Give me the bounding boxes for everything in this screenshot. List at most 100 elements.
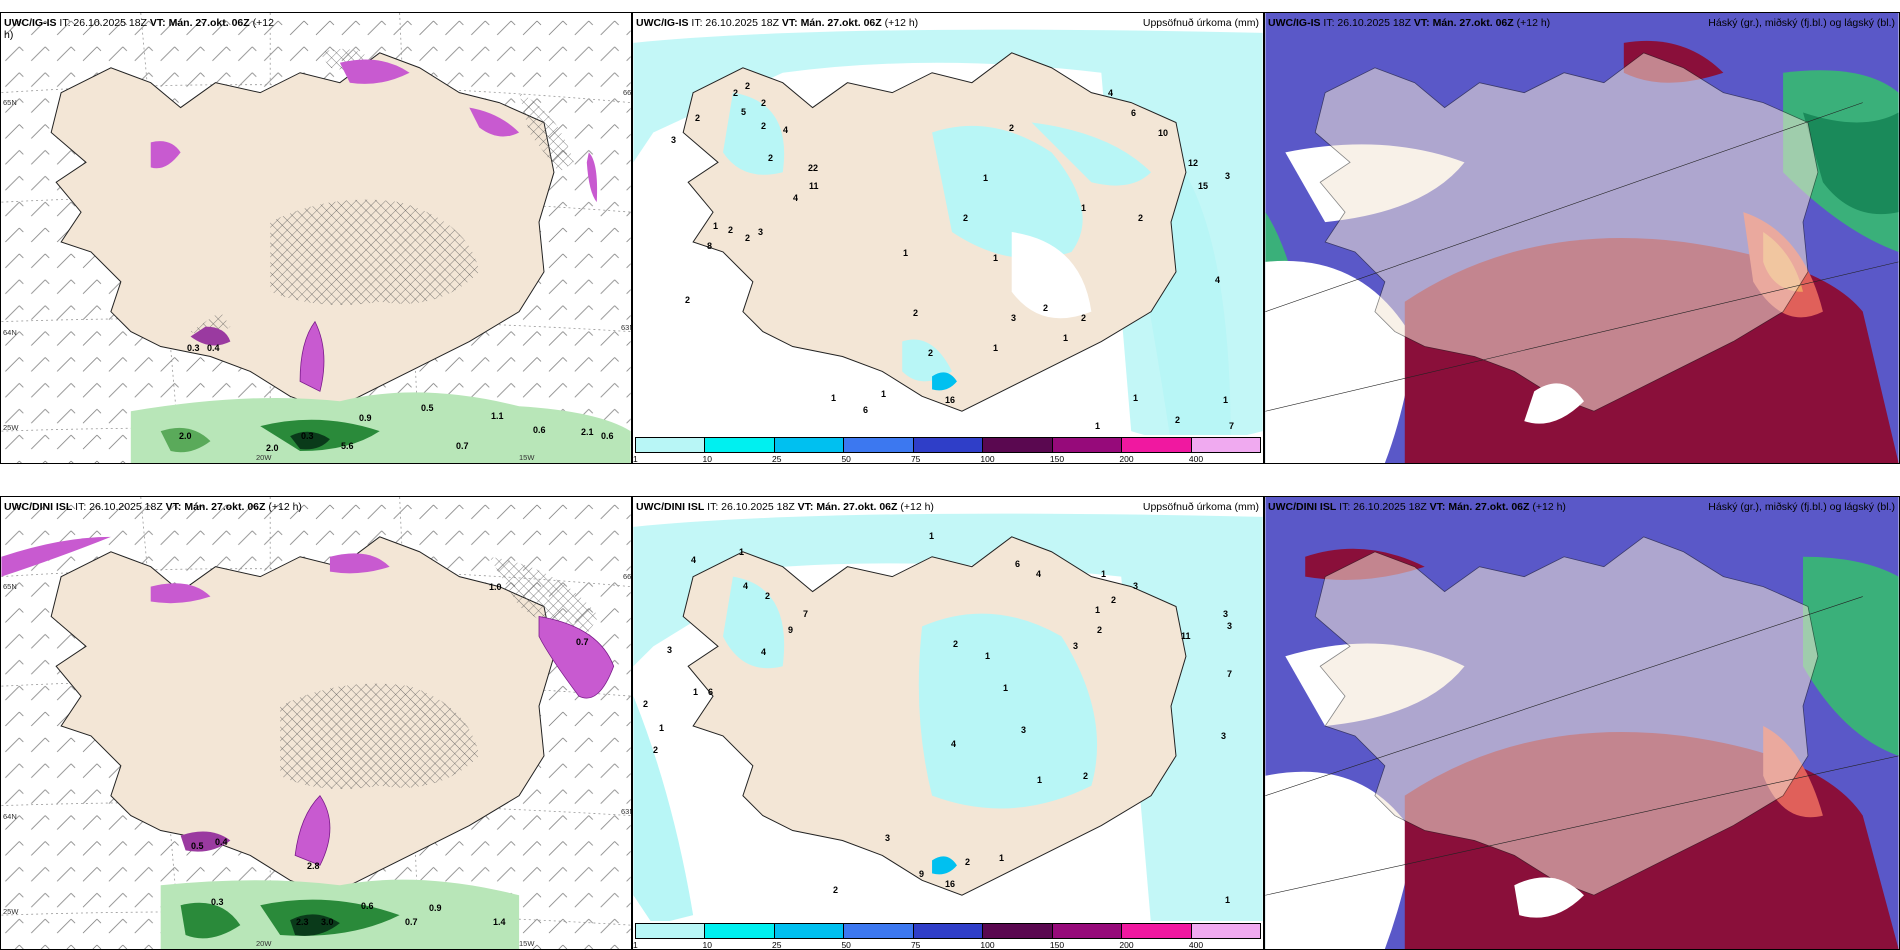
map-value: 2.3: [296, 917, 309, 927]
map-value: 3: [1011, 313, 1017, 323]
map-value: 4: [1036, 569, 1042, 579]
map-value: 0.7: [405, 917, 418, 927]
map-value: 3: [1225, 171, 1231, 181]
legend-swatch: [1052, 438, 1123, 452]
map-value: 2: [765, 591, 771, 601]
map-value: 2: [643, 699, 649, 709]
legend-tick: 50: [841, 454, 851, 464]
map-value: 6: [1015, 559, 1021, 569]
map-value: 3: [1223, 609, 1229, 619]
map-value: 7: [1227, 669, 1233, 679]
model-name: UWC/IG-IS: [4, 17, 57, 29]
legend-swatch: [913, 438, 984, 452]
map-value: 2: [1081, 313, 1087, 323]
iceland-land: [1314, 536, 1819, 896]
map-value: 1.0: [489, 582, 502, 592]
lead-time: (+12 h): [265, 501, 302, 513]
map-value: 0.4: [207, 343, 220, 353]
map-value: 7: [803, 609, 809, 619]
legend-tick: 150: [1049, 940, 1065, 950]
lead-time-cont: h): [4, 29, 14, 41]
map-value: 4: [691, 555, 697, 565]
map-value: 1: [693, 687, 699, 697]
map-value: 2: [1009, 123, 1015, 133]
lead-time: (+12: [249, 17, 274, 29]
map-value: 5: [741, 107, 747, 117]
map-value: 4: [1108, 88, 1114, 98]
axis-label: 64N: [3, 328, 17, 337]
map-value: 16: [945, 395, 956, 405]
init-time: IT: 26.10.2025 18Z: [688, 17, 782, 29]
legend-swatch: [705, 924, 775, 938]
map-value: 2: [745, 233, 751, 243]
axis-label: 64N: [3, 812, 17, 821]
legend-tick: 10: [702, 454, 712, 464]
init-time: IT: 26.10.2025 18Z: [56, 17, 150, 29]
legend-tick: 400: [1188, 940, 1204, 950]
map-value: 1.4: [493, 917, 506, 927]
lead-time: (+12 h): [897, 501, 934, 513]
map-value: 2: [733, 88, 739, 98]
model-name: UWC/DINI ISL: [1268, 501, 1337, 513]
map-value: 5.6: [341, 441, 354, 451]
map-value: 2.0: [179, 431, 192, 441]
lead-time: (+12 h): [1529, 501, 1566, 513]
map-value: 1: [999, 853, 1005, 863]
map-panel-bottom-wind: UWC/DINI ISL IT: 26.10.2025 18Z VT: Mán.…: [0, 496, 632, 950]
map-value: 2: [963, 213, 969, 223]
map-value: 2.0: [266, 443, 279, 453]
map-value: 1: [1225, 895, 1231, 905]
map-value: 6: [1131, 108, 1137, 118]
init-time: IT: 26.10.2025 18Z: [1320, 17, 1414, 29]
map-value: 2: [1083, 771, 1089, 781]
map-value: 2: [913, 308, 919, 318]
field-name: Háský (gr.), miðský (fj.bl.) og lágský (…: [1708, 501, 1895, 513]
map-value: 2: [685, 295, 691, 305]
map-value: 1: [659, 723, 665, 733]
precip-map: [633, 497, 1263, 949]
axis-label: 25W: [3, 423, 19, 432]
map-value: 11: [809, 181, 819, 191]
precip-legend: 1 10 25 50 75 100 150 200 400: [633, 921, 1263, 949]
legend-swatch: [636, 438, 706, 452]
map-value: 2: [768, 153, 774, 163]
map-value: 1: [993, 343, 999, 353]
map-value: 2.1: [581, 427, 594, 437]
map-value: 2: [928, 348, 934, 358]
model-name: UWC/DINI ISL: [4, 501, 73, 513]
legend-colorbar: [635, 437, 1261, 453]
map-value: 3: [1021, 725, 1027, 735]
legend-ticks: 1 10 25 50 75 100 150 200 400: [633, 454, 1261, 464]
legend-swatch: [844, 438, 914, 452]
legend-tick: 100: [980, 454, 995, 464]
wind-map: [1, 497, 631, 949]
map-value: 15: [1198, 181, 1209, 191]
init-time: IT: 26.10.2025 18Z: [72, 501, 166, 513]
model-name: UWC/IG-IS: [636, 17, 689, 29]
map-value: 0.6: [601, 431, 614, 441]
map-value: 0.3: [301, 431, 314, 441]
panel-title: UWC/DINI ISL IT: 26.10.2025 18Z VT: Mán.…: [636, 501, 934, 513]
map-value: 2: [695, 113, 701, 123]
axis-label: 25W: [3, 907, 19, 916]
legend-swatch: [1191, 438, 1260, 452]
map-value: 2: [745, 81, 751, 91]
map-value: 2: [728, 225, 734, 235]
model-name: UWC/IG-IS: [1268, 17, 1321, 29]
lead-time: (+12 h): [1513, 17, 1551, 29]
map-value: 4: [783, 125, 789, 135]
map-value: 1: [1081, 203, 1087, 213]
map-value: 2: [1138, 213, 1144, 223]
legend-swatch: [844, 924, 914, 938]
map-value: 12: [1188, 158, 1199, 168]
axis-label: 66N: [623, 88, 632, 97]
map-value: 11: [1181, 631, 1191, 641]
map-value: 0.5: [191, 841, 204, 851]
map-value: 4: [743, 581, 749, 591]
panel-title: UWC/DINI ISL IT: 26.10.2025 18Z VT: Mán.…: [4, 501, 302, 513]
map-value: 1: [983, 173, 989, 183]
legend-swatch: [774, 924, 845, 938]
legend-swatch: [1122, 924, 1192, 938]
legend-swatch: [636, 924, 706, 938]
map-value: 1: [831, 393, 837, 403]
